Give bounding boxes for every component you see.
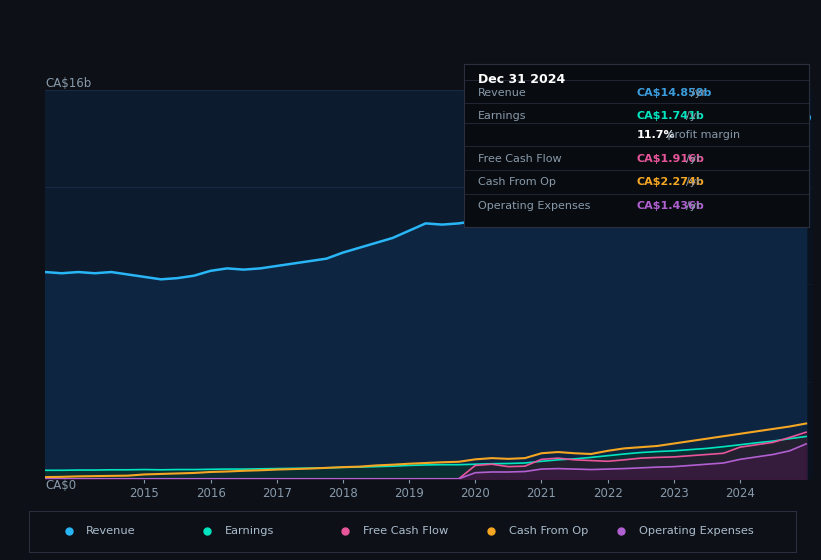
Text: /yr: /yr: [691, 88, 706, 98]
Text: /yr: /yr: [686, 111, 701, 122]
Text: Dec 31 2024: Dec 31 2024: [478, 72, 565, 86]
Text: CA$0: CA$0: [45, 479, 76, 492]
Text: Free Cash Flow: Free Cash Flow: [478, 153, 562, 164]
Text: 11.7%: 11.7%: [636, 130, 675, 140]
Text: CA$1.916b: CA$1.916b: [636, 153, 704, 164]
Text: CA$2.274b: CA$2.274b: [636, 177, 704, 187]
Text: Cash From Op: Cash From Op: [478, 177, 556, 187]
Text: CA$1.741b: CA$1.741b: [636, 111, 704, 122]
Text: profit margin: profit margin: [664, 130, 740, 140]
Text: CA$1.436b: CA$1.436b: [636, 200, 704, 211]
Text: Revenue: Revenue: [86, 526, 136, 536]
Text: Operating Expenses: Operating Expenses: [478, 200, 590, 211]
Text: Earnings: Earnings: [224, 526, 274, 536]
Text: /yr: /yr: [686, 177, 701, 187]
Bar: [783, 90, 813, 479]
Text: /yr: /yr: [686, 153, 701, 164]
Text: CA$14.858b: CA$14.858b: [636, 88, 712, 98]
Text: CA$16b: CA$16b: [45, 77, 91, 90]
Text: Operating Expenses: Operating Expenses: [639, 526, 754, 536]
Text: Revenue: Revenue: [478, 88, 526, 98]
Text: Free Cash Flow: Free Cash Flow: [363, 526, 448, 536]
Text: Earnings: Earnings: [478, 111, 526, 122]
Text: /yr: /yr: [686, 200, 701, 211]
Text: Cash From Op: Cash From Op: [508, 526, 588, 536]
